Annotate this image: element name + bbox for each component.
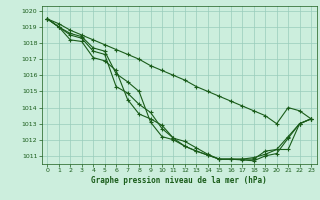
- X-axis label: Graphe pression niveau de la mer (hPa): Graphe pression niveau de la mer (hPa): [91, 176, 267, 185]
